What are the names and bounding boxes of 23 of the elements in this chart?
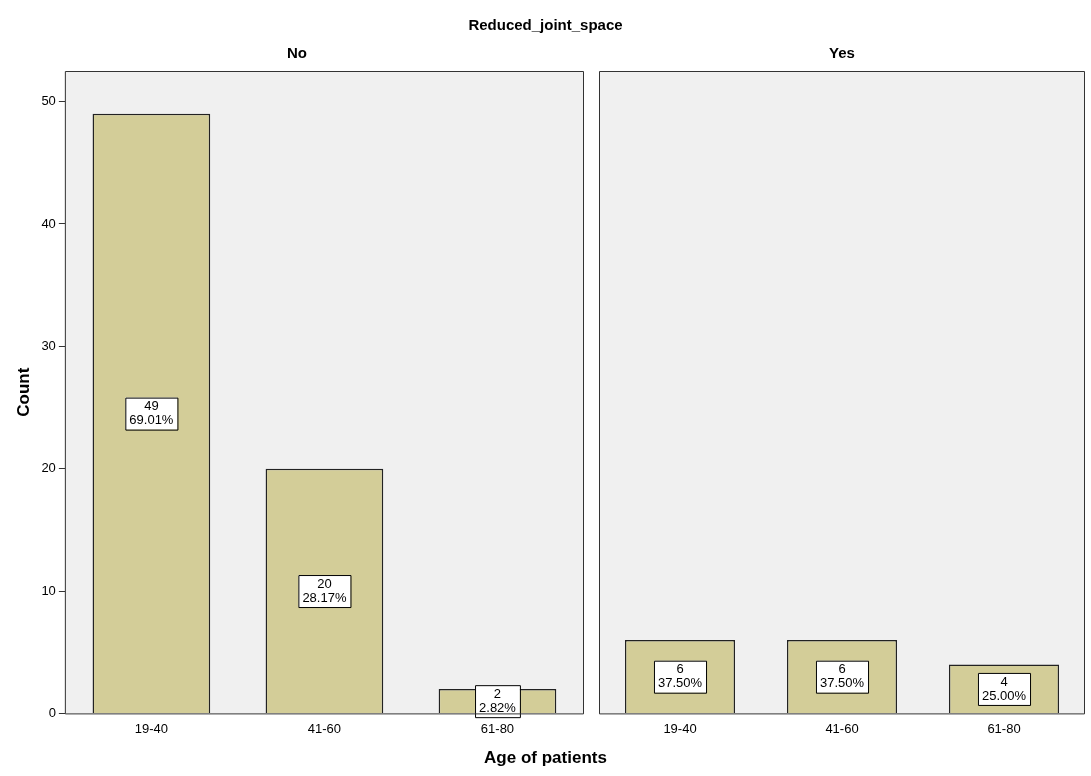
data-label: 6 37.50% bbox=[819, 661, 865, 691]
y-tick-label: 20 bbox=[41, 460, 56, 476]
x-axis-title: Age of patients bbox=[483, 748, 608, 768]
y-tick-label: 10 bbox=[41, 582, 56, 598]
chart-subtitle: Reduced_joint_space bbox=[467, 16, 624, 33]
data-label: 20 28.17% bbox=[302, 575, 347, 605]
x-tick-label: 19-40 bbox=[663, 720, 697, 736]
x-tick-label: 61-80 bbox=[987, 720, 1021, 736]
x-tick-label: 19-40 bbox=[134, 720, 169, 736]
chart-title: No bbox=[287, 44, 307, 62]
x-tick-label: 61-80 bbox=[480, 720, 515, 736]
data-label: 2 2.82% bbox=[479, 685, 517, 715]
y-tick-label: 50 bbox=[41, 93, 56, 109]
data-label: 6 37.50% bbox=[657, 661, 703, 691]
y-axis-title: Count bbox=[13, 367, 33, 417]
y-tick-label: 0 bbox=[48, 704, 56, 720]
y-tick-label: 40 bbox=[41, 215, 56, 231]
data-label: 4 25.00% bbox=[981, 673, 1027, 703]
chart-title: Yes bbox=[829, 44, 855, 62]
x-tick-label: 41-60 bbox=[307, 720, 342, 736]
x-tick-label: 41-60 bbox=[825, 720, 859, 736]
data-label: 49 69.01% bbox=[129, 398, 174, 428]
y-tick-label: 30 bbox=[41, 337, 56, 353]
